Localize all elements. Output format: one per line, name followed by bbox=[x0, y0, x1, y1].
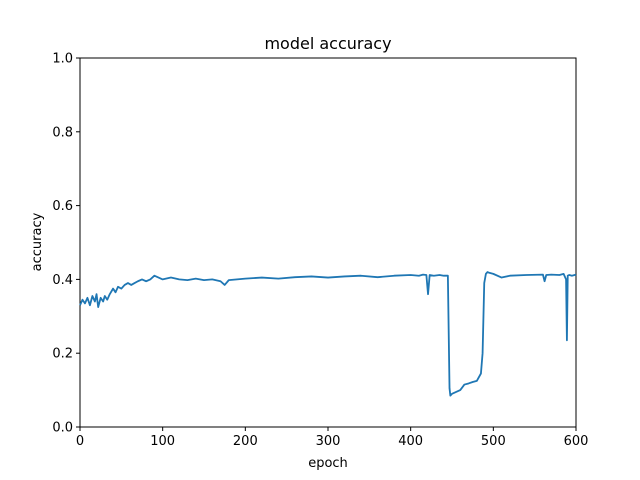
x-axis-label: epoch bbox=[308, 456, 348, 471]
y-tick-label: 1.0 bbox=[52, 52, 73, 67]
x-tick-label: 100 bbox=[150, 434, 175, 449]
x-tick-label: 300 bbox=[316, 434, 341, 449]
x-tick-label: 500 bbox=[481, 434, 506, 449]
x-axis-ticks: 0 100 200 300 400 500 600 bbox=[76, 427, 589, 449]
accuracy-series-line bbox=[79, 271, 577, 397]
x-tick-label: 400 bbox=[398, 434, 423, 449]
y-axis-ticks: 0.0 0.2 0.4 0.6 0.8 1.0 bbox=[52, 52, 80, 436]
y-tick-label: 0.8 bbox=[52, 125, 73, 140]
y-axis-label: accuracy bbox=[30, 212, 45, 271]
x-tick-label: 600 bbox=[564, 434, 589, 449]
y-tick-label: 0.4 bbox=[52, 273, 73, 288]
plot-frame bbox=[79, 57, 577, 428]
x-tick-label: 200 bbox=[233, 434, 258, 449]
y-tick-label: 0.6 bbox=[52, 199, 73, 214]
x-tick-label: 0 bbox=[76, 434, 84, 449]
y-tick-label: 0.2 bbox=[52, 347, 73, 362]
chart-title: model accuracy bbox=[264, 34, 391, 53]
y-tick-label: 0.0 bbox=[52, 421, 73, 436]
